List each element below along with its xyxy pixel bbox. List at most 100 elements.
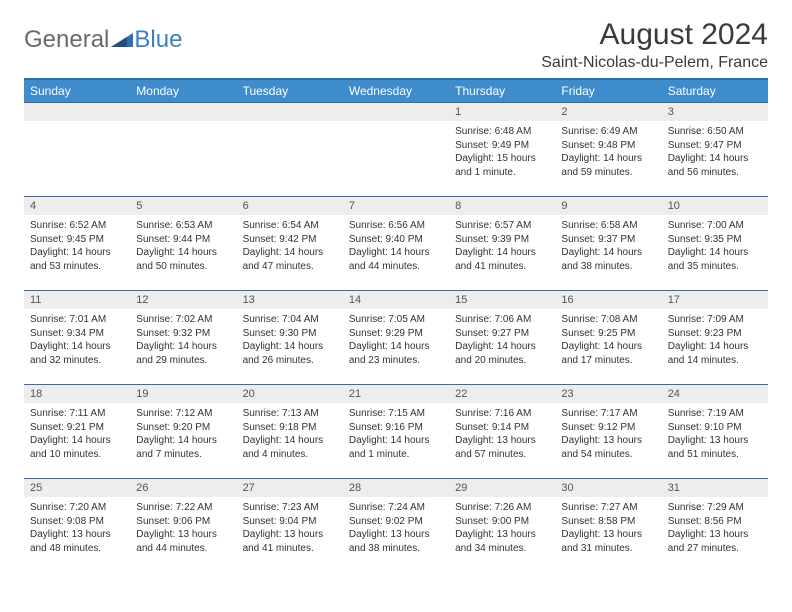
day-number: 15 [449,291,555,309]
day-number: 21 [343,385,449,403]
calendar-day-cell: 14Sunrise: 7:05 AMSunset: 9:29 PMDayligh… [343,291,449,385]
calendar-week-row: 25Sunrise: 7:20 AMSunset: 9:08 PMDayligh… [24,479,768,573]
calendar-day-cell: . [343,103,449,197]
day-content: Sunrise: 6:57 AMSunset: 9:39 PMDaylight:… [449,215,555,279]
weekday-header: Friday [555,79,661,103]
calendar-day-cell: 1Sunrise: 6:48 AMSunset: 9:49 PMDaylight… [449,103,555,197]
day-number: 4 [24,197,130,215]
brand-part1: General [24,26,109,54]
day-number: 2 [555,103,661,121]
day-content: Sunrise: 7:12 AMSunset: 9:20 PMDaylight:… [130,403,236,467]
day-number: 20 [237,385,343,403]
day-number: 22 [449,385,555,403]
day-number: 16 [555,291,661,309]
day-content: Sunrise: 6:50 AMSunset: 9:47 PMDaylight:… [662,121,768,185]
weekday-header: Monday [130,79,236,103]
day-content [343,121,449,131]
calendar-day-cell: 7Sunrise: 6:56 AMSunset: 9:40 PMDaylight… [343,197,449,291]
calendar-day-cell: 23Sunrise: 7:17 AMSunset: 9:12 PMDayligh… [555,385,661,479]
day-content: Sunrise: 6:58 AMSunset: 9:37 PMDaylight:… [555,215,661,279]
calendar-day-cell: 21Sunrise: 7:15 AMSunset: 9:16 PMDayligh… [343,385,449,479]
day-number: 8 [449,197,555,215]
calendar-day-cell: . [130,103,236,197]
weekday-header: Wednesday [343,79,449,103]
day-number: 12 [130,291,236,309]
day-number: 25 [24,479,130,497]
calendar-day-cell: 3Sunrise: 6:50 AMSunset: 9:47 PMDaylight… [662,103,768,197]
calendar-day-cell: 22Sunrise: 7:16 AMSunset: 9:14 PMDayligh… [449,385,555,479]
calendar-day-cell: 25Sunrise: 7:20 AMSunset: 9:08 PMDayligh… [24,479,130,573]
calendar-week-row: 4Sunrise: 6:52 AMSunset: 9:45 PMDaylight… [24,197,768,291]
day-content: Sunrise: 6:54 AMSunset: 9:42 PMDaylight:… [237,215,343,279]
calendar-day-cell: 30Sunrise: 7:27 AMSunset: 8:58 PMDayligh… [555,479,661,573]
weekday-header: Sunday [24,79,130,103]
day-content: Sunrise: 7:08 AMSunset: 9:25 PMDaylight:… [555,309,661,373]
calendar-day-cell: 13Sunrise: 7:04 AMSunset: 9:30 PMDayligh… [237,291,343,385]
day-number: 1 [449,103,555,121]
calendar-week-row: 11Sunrise: 7:01 AMSunset: 9:34 PMDayligh… [24,291,768,385]
calendar-day-cell: 17Sunrise: 7:09 AMSunset: 9:23 PMDayligh… [662,291,768,385]
calendar-day-cell: 27Sunrise: 7:23 AMSunset: 9:04 PMDayligh… [237,479,343,573]
day-number: 28 [343,479,449,497]
day-content: Sunrise: 7:05 AMSunset: 9:29 PMDaylight:… [343,309,449,373]
day-number: 6 [237,197,343,215]
day-content: Sunrise: 7:01 AMSunset: 9:34 PMDaylight:… [24,309,130,373]
day-number: 9 [555,197,661,215]
calendar-week-row: ....1Sunrise: 6:48 AMSunset: 9:49 PMDayl… [24,103,768,197]
calendar-day-cell: 26Sunrise: 7:22 AMSunset: 9:06 PMDayligh… [130,479,236,573]
day-number: 23 [555,385,661,403]
day-content: Sunrise: 7:06 AMSunset: 9:27 PMDaylight:… [449,309,555,373]
calendar-day-cell: 2Sunrise: 6:49 AMSunset: 9:48 PMDaylight… [555,103,661,197]
calendar-day-cell: 19Sunrise: 7:12 AMSunset: 9:20 PMDayligh… [130,385,236,479]
calendar-day-cell: 5Sunrise: 6:53 AMSunset: 9:44 PMDaylight… [130,197,236,291]
day-content: Sunrise: 7:23 AMSunset: 9:04 PMDaylight:… [237,497,343,561]
day-number: 5 [130,197,236,215]
day-content: Sunrise: 7:26 AMSunset: 9:00 PMDaylight:… [449,497,555,561]
day-number: 7 [343,197,449,215]
day-content: Sunrise: 6:49 AMSunset: 9:48 PMDaylight:… [555,121,661,185]
calendar-page: General Blue August 2024 Saint-Nicolas-d… [0,0,792,591]
brand-part2: Blue [134,26,182,54]
day-content: Sunrise: 7:17 AMSunset: 9:12 PMDaylight:… [555,403,661,467]
day-content: Sunrise: 7:13 AMSunset: 9:18 PMDaylight:… [237,403,343,467]
calendar-day-cell: 29Sunrise: 7:26 AMSunset: 9:00 PMDayligh… [449,479,555,573]
day-number: 27 [237,479,343,497]
calendar-day-cell: 8Sunrise: 6:57 AMSunset: 9:39 PMDaylight… [449,197,555,291]
day-number: 17 [662,291,768,309]
brand-logo: General Blue [24,18,182,54]
calendar-day-cell: 12Sunrise: 7:02 AMSunset: 9:32 PMDayligh… [130,291,236,385]
day-number: 26 [130,479,236,497]
calendar-day-cell: 20Sunrise: 7:13 AMSunset: 9:18 PMDayligh… [237,385,343,479]
day-content: Sunrise: 6:53 AMSunset: 9:44 PMDaylight:… [130,215,236,279]
day-number: 18 [24,385,130,403]
day-number: . [24,103,130,121]
day-number: 13 [237,291,343,309]
day-number: 24 [662,385,768,403]
day-content: Sunrise: 7:24 AMSunset: 9:02 PMDaylight:… [343,497,449,561]
day-content: Sunrise: 7:29 AMSunset: 8:56 PMDaylight:… [662,497,768,561]
day-number: . [343,103,449,121]
day-content: Sunrise: 6:56 AMSunset: 9:40 PMDaylight:… [343,215,449,279]
weekday-header: Thursday [449,79,555,103]
day-number: 31 [662,479,768,497]
day-content: Sunrise: 7:15 AMSunset: 9:16 PMDaylight:… [343,403,449,467]
day-content: Sunrise: 7:02 AMSunset: 9:32 PMDaylight:… [130,309,236,373]
day-number: 11 [24,291,130,309]
day-number: 30 [555,479,661,497]
day-number: 29 [449,479,555,497]
day-content: Sunrise: 7:09 AMSunset: 9:23 PMDaylight:… [662,309,768,373]
day-content: Sunrise: 7:27 AMSunset: 8:58 PMDaylight:… [555,497,661,561]
day-content: Sunrise: 6:52 AMSunset: 9:45 PMDaylight:… [24,215,130,279]
calendar-day-cell: 6Sunrise: 6:54 AMSunset: 9:42 PMDaylight… [237,197,343,291]
calendar-day-cell: . [24,103,130,197]
calendar-body: ....1Sunrise: 6:48 AMSunset: 9:49 PMDayl… [24,103,768,573]
calendar-table: SundayMondayTuesdayWednesdayThursdayFrid… [24,78,768,573]
calendar-day-cell: . [237,103,343,197]
day-number: 19 [130,385,236,403]
day-content: Sunrise: 7:11 AMSunset: 9:21 PMDaylight:… [24,403,130,467]
day-content [237,121,343,131]
month-title: August 2024 [541,18,768,52]
day-content: Sunrise: 7:22 AMSunset: 9:06 PMDaylight:… [130,497,236,561]
day-number: . [130,103,236,121]
day-number: 14 [343,291,449,309]
